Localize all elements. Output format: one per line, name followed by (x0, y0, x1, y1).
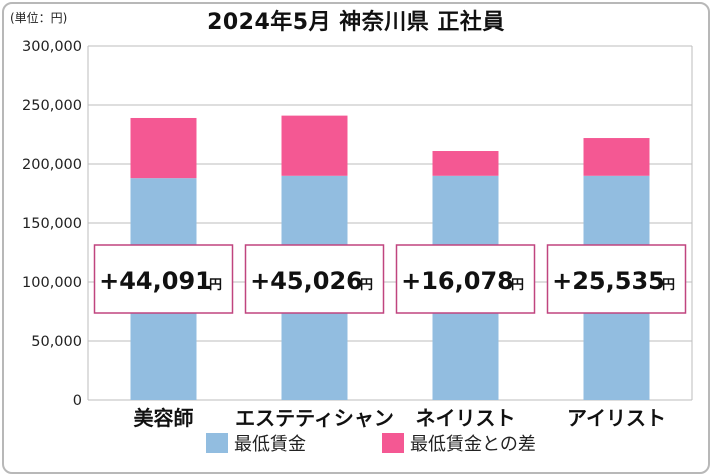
bar-min-wage-diff (583, 138, 650, 176)
legend-label: 最低賃金 (234, 434, 306, 455)
bar-min-wage-diff (130, 117, 197, 179)
legend-label: 最低賃金との差 (410, 434, 536, 455)
diff-unit-label: 円 (360, 278, 373, 293)
diff-label: +16,078 (401, 267, 514, 295)
category-label: 美容師 (134, 406, 194, 430)
diff-label-box (93, 244, 234, 314)
category-label: エステティシャン (235, 406, 394, 430)
y-tick-label: 50,000 (31, 334, 82, 350)
y-tick-label: 200,000 (22, 157, 82, 173)
diff-unit-label: 円 (662, 278, 675, 293)
diff-label: +44,091 (99, 267, 212, 295)
diff-label-box (395, 244, 536, 314)
diff-label-box (244, 244, 385, 314)
diff-unit-label: 円 (511, 278, 524, 293)
y-tick-label: 150,000 (22, 216, 82, 232)
y-tick-label: 100,000 (22, 275, 82, 291)
legend-swatch-diff (382, 433, 404, 453)
diff-unit-label: 円 (209, 278, 222, 293)
diff-label-box (546, 244, 687, 314)
y-tick-label: 300,000 (22, 39, 82, 55)
bar-min-wage-diff (432, 151, 499, 176)
chart-title: 2024年5月 神奈川県 正社員 (207, 10, 505, 35)
diff-label: +45,026 (250, 267, 363, 295)
legend-swatch-min-wage (206, 433, 228, 453)
diff-label: +25,535 (552, 267, 665, 295)
y-tick-label: 250,000 (22, 98, 82, 114)
category-label: ネイリスト (416, 406, 516, 430)
y-tick-label: 0 (73, 393, 82, 409)
unit-label: (単位：円) (10, 11, 68, 25)
category-label: アイリスト (567, 406, 666, 430)
bar-min-wage-diff (281, 115, 348, 176)
